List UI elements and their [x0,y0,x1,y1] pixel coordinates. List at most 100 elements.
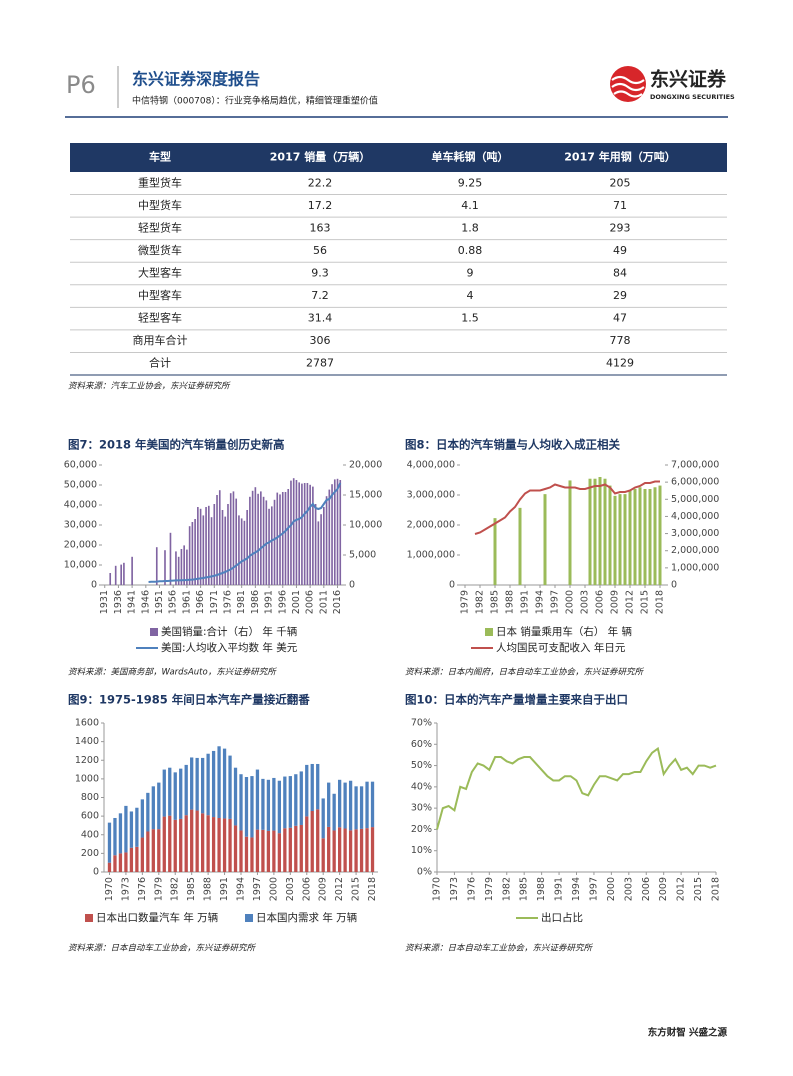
table-header-cell: 车型 [149,150,171,164]
x-tick-label: 1946 [140,590,151,614]
bar [613,495,617,585]
bar [316,809,320,872]
bar [359,786,364,829]
bar [146,792,150,832]
footer: 东方财智 兴盛之源 [648,1027,728,1039]
bar [255,829,260,872]
legend-label: 日本出口数量汽车 年 万辆 [96,911,218,924]
bar [312,486,314,585]
bar [222,748,227,819]
bar [276,492,279,585]
table-header-cell: 2017 销量（万辆） [270,150,370,164]
bar [157,782,161,830]
table-header-cell: 2017 年用钢（万吨） [564,150,675,164]
bar [273,499,276,585]
y-tick-label: 60,000 [64,460,97,471]
x-tick-label: 1956 [168,590,179,614]
bar [327,782,331,827]
table-source: 资料来源：汽车工业协会，东兴证券研究所 [68,381,231,392]
y-tick-label: 4,000,000 [407,460,455,471]
y-tick-label: 600 [81,811,99,822]
table-cell: 4129 [606,357,634,370]
bar [332,830,336,872]
y-tick-label: 200 [81,848,99,859]
x-tick-label: 2000 [268,877,279,901]
y-tick-label: 0 [93,867,99,878]
bar [210,517,213,585]
bar [221,510,224,585]
bar [310,763,314,812]
bar [184,815,188,872]
x-tick-label: 1988 [536,877,547,901]
bar [255,769,260,830]
bar [320,514,322,585]
x-tick-label: 2006 [641,877,652,901]
bar [543,494,547,585]
y-tick-label: 1,000,000 [671,562,719,573]
bar [107,822,112,863]
table-cell: 22.2 [308,176,333,189]
bar [301,483,303,585]
bar [184,764,188,816]
y-tick-label: 2,000,000 [407,520,455,531]
bar [229,493,232,585]
bar [370,781,375,828]
bar [266,830,271,872]
x-tick-label: 1991 [520,590,531,614]
bar [354,829,358,872]
y-tick-label: 40% [411,781,432,792]
y-tick-label: 1600 [75,718,99,729]
table-cell: 轻型客车 [138,311,182,325]
bar [109,573,112,585]
y-tick-label: 40,000 [64,500,97,511]
table-cell: 31.4 [308,312,333,325]
bar [155,547,158,585]
bar [195,757,199,811]
bar [337,827,342,872]
table-cell: 9.3 [311,267,329,280]
bar [206,753,210,816]
bar [239,774,243,831]
legend-swatch [150,628,158,636]
x-tick-label: 2009 [610,590,621,614]
bar [173,772,177,820]
y-tick-label: 400 [81,829,99,840]
x-tick-label: 2001 [291,590,302,614]
subtitle: 中信特钢（000708）：行业竞争格局趋优，精细管理重塑价值 [132,95,378,107]
table-header-cell: 单车耗钢（吨） [432,150,509,164]
table-cell: 合计 [149,356,171,370]
x-tick-label: 2012 [334,877,345,901]
bar [294,774,298,826]
y-tick-label: 20,000 [349,460,382,471]
x-tick-label: 2012 [676,877,687,901]
bar [287,489,290,585]
table-cell: 0.88 [458,244,483,257]
bar [151,829,155,872]
y-tick-label: 1,000,000 [407,550,455,561]
bar [205,507,207,585]
bar [653,487,657,585]
table-cell: 中型货车 [138,198,182,212]
bar [211,750,216,818]
bar [199,508,202,585]
x-tick-label: 1997 [252,877,263,901]
x-tick-label: 2015 [640,590,651,614]
bar [162,769,166,817]
chart-title: 图8：日本的汽车销量与人均收入成正相关 [405,438,620,452]
y-tick-label: 15,000 [349,490,382,501]
logo-text: 东兴证券 [650,68,727,91]
bar [331,484,333,585]
bar [200,813,205,872]
bar [603,478,607,585]
y-tick-label: 0 [91,580,97,591]
table-cell: 163 [310,221,331,234]
table-cell: 轻型货车 [138,220,182,234]
x-tick-label: 1994 [236,877,247,901]
chart-source: 资料来源：日本自动车工业协会，东兴证券研究所 [405,943,594,954]
bar [260,491,262,585]
y-tick-label: 800 [81,792,99,803]
bar [288,776,292,828]
x-tick-label: 1991 [264,590,275,614]
bar [261,829,265,872]
